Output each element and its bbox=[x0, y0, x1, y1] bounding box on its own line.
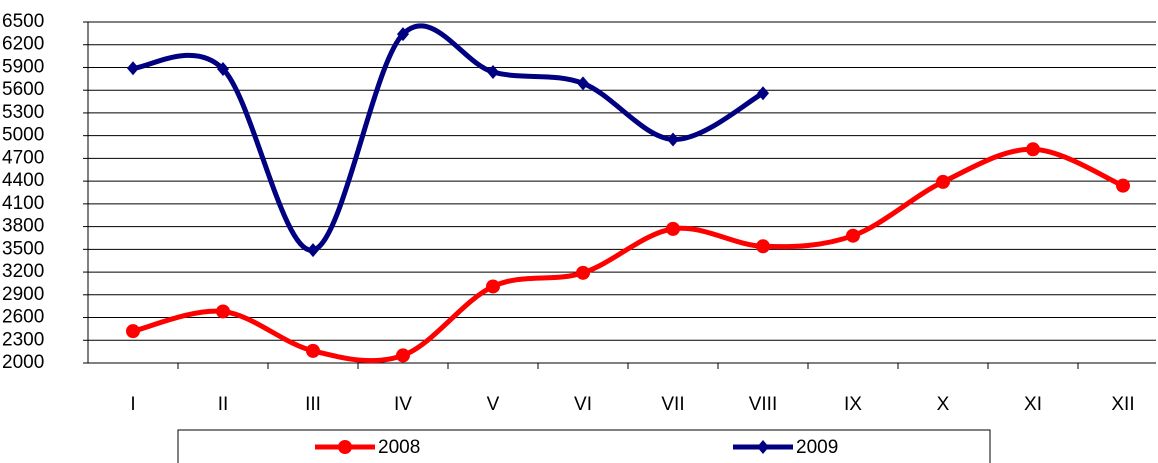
y-tick-label: 2300 bbox=[2, 329, 44, 350]
x-tick-label: VIII bbox=[749, 394, 778, 415]
data-point bbox=[1026, 142, 1040, 157]
y-tick-label: 3500 bbox=[2, 238, 44, 259]
y-tick-label: 2000 bbox=[2, 352, 44, 373]
data-point bbox=[126, 324, 140, 339]
y-tick-label: 3200 bbox=[2, 261, 44, 282]
y-tick-label: 3800 bbox=[2, 216, 44, 237]
y-tick-label: 6500 bbox=[2, 11, 44, 32]
data-point bbox=[576, 265, 590, 280]
y-tick-label: 5900 bbox=[2, 56, 44, 77]
x-tick-label: VI bbox=[574, 394, 592, 415]
x-tick-label: IV bbox=[394, 394, 412, 415]
x-tick-label: XI bbox=[1024, 394, 1042, 415]
data-point bbox=[936, 174, 950, 189]
legend-marker bbox=[757, 440, 769, 454]
legend-label: 2008 bbox=[378, 437, 420, 458]
y-tick-label: 2900 bbox=[2, 284, 44, 305]
y-tick-label: 4400 bbox=[2, 170, 44, 191]
data-point bbox=[396, 348, 410, 363]
data-point bbox=[127, 61, 139, 76]
x-tick-label: V bbox=[487, 394, 500, 415]
data-point bbox=[216, 304, 230, 319]
y-tick-label: 5300 bbox=[2, 102, 44, 123]
data-point bbox=[487, 65, 499, 80]
data-point bbox=[306, 343, 320, 358]
legend-label: 2009 bbox=[796, 437, 838, 458]
data-point bbox=[757, 86, 769, 101]
data-point bbox=[217, 61, 229, 76]
legend-box bbox=[177, 429, 991, 463]
data-point bbox=[756, 239, 770, 254]
data-point bbox=[486, 279, 500, 294]
data-point bbox=[577, 76, 589, 91]
data-point bbox=[846, 228, 860, 243]
x-tick-label: XII bbox=[1111, 394, 1134, 415]
y-tick-label: 5600 bbox=[2, 79, 44, 100]
y-tick-label: 6200 bbox=[2, 34, 44, 55]
series-line bbox=[132, 23, 765, 253]
data-point bbox=[397, 27, 409, 42]
y-tick-label: 4700 bbox=[2, 147, 44, 168]
x-tick-label: I bbox=[130, 394, 135, 415]
x-tick-label: IX bbox=[844, 394, 862, 415]
x-tick-label: X bbox=[937, 394, 950, 415]
y-tick-label: 4100 bbox=[2, 193, 44, 214]
y-tick-label: 2600 bbox=[2, 307, 44, 328]
x-tick-label: III bbox=[305, 394, 321, 415]
x-tick-label: VII bbox=[661, 394, 684, 415]
data-point bbox=[666, 221, 680, 236]
legend-marker bbox=[338, 440, 352, 454]
series-line bbox=[132, 146, 1124, 364]
data-point bbox=[307, 243, 319, 258]
data-point bbox=[667, 132, 679, 147]
y-tick-label: 5000 bbox=[2, 125, 44, 146]
x-tick-label: II bbox=[218, 394, 229, 415]
data-point bbox=[1116, 178, 1130, 193]
